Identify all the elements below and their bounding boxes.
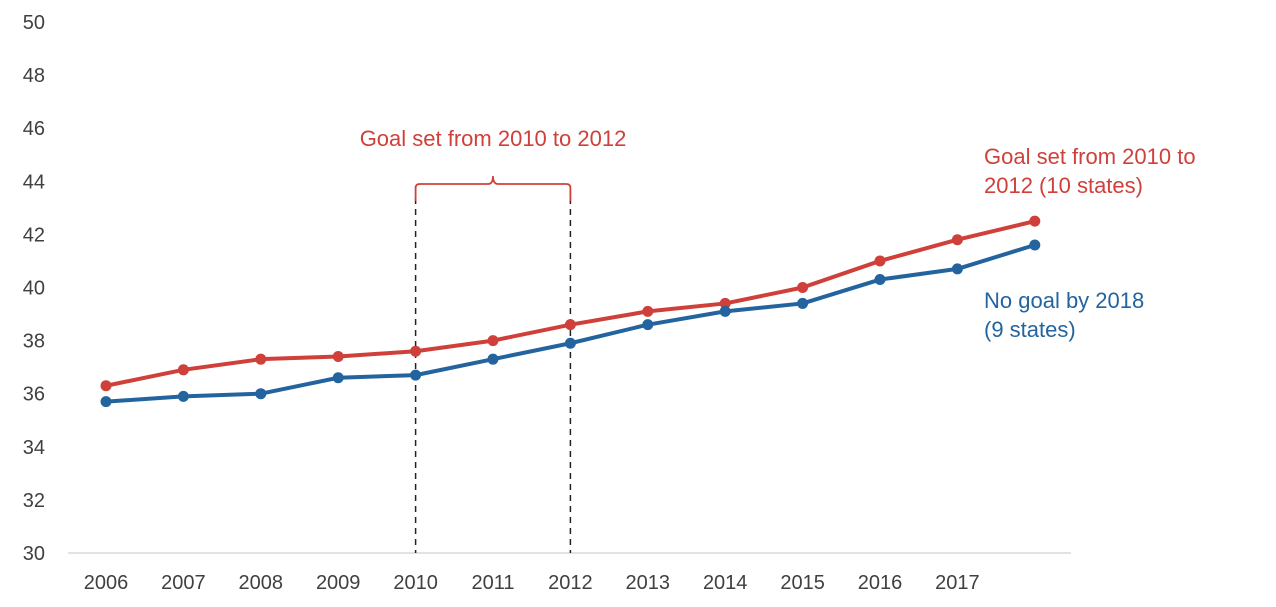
goal-period-brace [414,175,572,201]
goal-period-annotation: Goal set from 2010 to 2012 [360,126,627,553]
data-point [332,372,344,384]
data-point [874,274,886,286]
y-tick-label: 38 [23,331,45,353]
data-point [487,353,499,365]
y-tick-label: 40 [23,278,45,300]
data-point [177,364,189,376]
y-tick-label: 36 [23,384,45,406]
data-point [177,390,189,402]
x-tick-label: 2008 [239,572,284,594]
y-tick-label: 48 [23,65,45,87]
x-tick-label: 2013 [626,572,671,594]
y-tick-label: 50 [23,12,45,34]
data-point [255,353,267,365]
x-tick-label: 2009 [316,572,361,594]
series-0 [100,215,1041,392]
series-1 [100,239,1041,408]
y-tick-label: 32 [23,490,45,512]
data-point [797,282,809,293]
y-axis: 30 32 34 36 38 40 42 44 46 48 50 [23,12,45,565]
y-tick-label: 30 [23,543,45,565]
data-point [719,305,731,317]
x-tick-label: 2007 [161,572,206,594]
data-point [100,396,112,408]
x-tick-label: 2015 [780,572,825,594]
data-point [487,335,499,347]
data-point [100,380,112,392]
data-point [410,369,422,381]
series-label-line: No goal by 2018 [984,288,1144,313]
x-tick-label: 2006 [84,572,129,594]
goal-period-label: Goal set from 2010 to 2012 [360,126,627,151]
data-point [410,345,422,357]
data-point [874,255,886,267]
x-axis: 2006 2007 2008 2009 2010 2011 2012 2013 2014 2015… [68,552,1071,594]
data-point [332,351,344,363]
series-labels: Goal set from 2010 to 2012 (10 states) No … [984,144,1196,342]
data-point [564,337,576,349]
series-label-line: 2012 (10 states) [984,173,1143,198]
data-point [564,319,576,331]
series-label-line: Goal set from 2010 to [984,144,1196,169]
data-point [642,319,654,331]
x-tick-label: 2017 [935,572,980,594]
y-tick-label: 42 [23,224,45,246]
data-point [951,263,963,275]
y-tick-label: 46 [23,118,45,140]
data-point [1029,215,1041,227]
x-tick-label: 2014 [703,572,748,594]
x-tick-label: 2016 [858,572,903,594]
data-point [951,234,963,246]
data-point [797,297,809,309]
data-point [719,297,731,309]
data-point [1029,239,1041,251]
x-tick-label: 2011 [471,572,514,594]
series-layer [100,215,1041,408]
data-point [255,388,267,400]
y-tick-label: 44 [23,171,45,193]
series-label-line: (9 states) [984,317,1076,342]
y-tick-label: 34 [23,437,45,459]
x-tick-label: 2012 [548,572,593,594]
x-tick-label: 2010 [393,572,438,594]
data-point [642,305,654,317]
